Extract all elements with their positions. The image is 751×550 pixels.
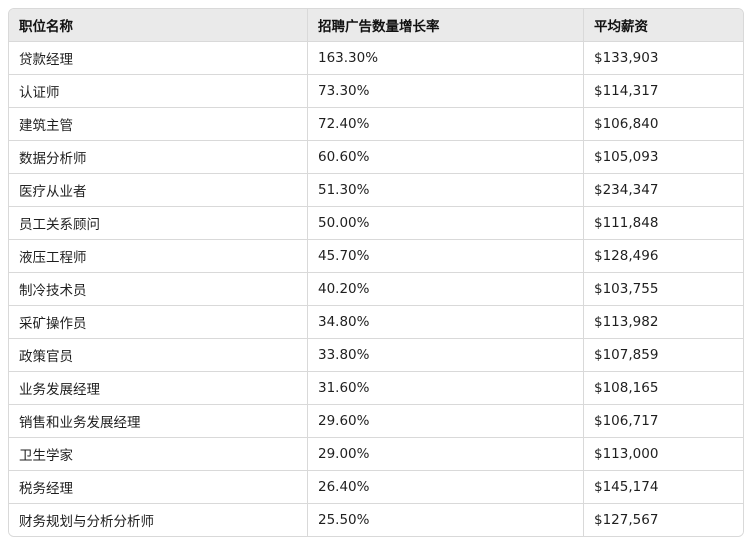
- salary-cell: $113,000: [584, 438, 743, 471]
- job-title-cell: 采矿操作员: [9, 306, 308, 339]
- salary-cell: $103,755: [584, 273, 743, 306]
- job-title-cell: 制冷技术员: [9, 273, 308, 306]
- growth-rate-cell: 50.00%: [308, 207, 584, 240]
- header-average-salary: 平均薪资: [584, 9, 743, 42]
- growth-rate-cell: 60.60%: [308, 141, 584, 174]
- table-row: 制冷技术员 40.20% $103,755: [9, 273, 743, 306]
- job-title-cell: 员工关系顾问: [9, 207, 308, 240]
- table-container: 职位名称 招聘广告数量增长率 平均薪资 贷款经理 163.30% $133,90…: [8, 8, 744, 537]
- job-title-cell: 建筑主管: [9, 108, 308, 141]
- table-row: 业务发展经理 31.60% $108,165: [9, 372, 743, 405]
- salary-cell: $107,859: [584, 339, 743, 372]
- job-title-cell: 贷款经理: [9, 42, 308, 75]
- salary-cell: $133,903: [584, 42, 743, 75]
- table-row: 财务规划与分析分析师 25.50% $127,567: [9, 504, 743, 536]
- salary-cell: $145,174: [584, 471, 743, 504]
- growth-rate-cell: 45.70%: [308, 240, 584, 273]
- table-row: 采矿操作员 34.80% $113,982: [9, 306, 743, 339]
- salary-cell: $113,982: [584, 306, 743, 339]
- growth-rate-cell: 34.80%: [308, 306, 584, 339]
- table-row: 认证师 73.30% $114,317: [9, 75, 743, 108]
- header-job-title: 职位名称: [9, 9, 308, 42]
- job-title-cell: 液压工程师: [9, 240, 308, 273]
- table-row: 税务经理 26.40% $145,174: [9, 471, 743, 504]
- table-row: 销售和业务发展经理 29.60% $106,717: [9, 405, 743, 438]
- header-row: 职位名称 招聘广告数量增长率 平均薪资: [9, 9, 743, 42]
- growth-rate-cell: 29.00%: [308, 438, 584, 471]
- growth-rate-cell: 33.80%: [308, 339, 584, 372]
- table-row: 卫生学家 29.00% $113,000: [9, 438, 743, 471]
- growth-rate-cell: 31.60%: [308, 372, 584, 405]
- table-row: 贷款经理 163.30% $133,903: [9, 42, 743, 75]
- job-title-cell: 数据分析师: [9, 141, 308, 174]
- salary-cell: $108,165: [584, 372, 743, 405]
- table-row: 建筑主管 72.40% $106,840: [9, 108, 743, 141]
- table-header: 职位名称 招聘广告数量增长率 平均薪资: [9, 9, 743, 42]
- table-row: 政策官员 33.80% $107,859: [9, 339, 743, 372]
- job-title-cell: 卫生学家: [9, 438, 308, 471]
- salary-cell: $127,567: [584, 504, 743, 536]
- table-body: 贷款经理 163.30% $133,903 认证师 73.30% $114,31…: [9, 42, 743, 536]
- job-title-cell: 政策官员: [9, 339, 308, 372]
- salary-cell: $111,848: [584, 207, 743, 240]
- job-title-cell: 销售和业务发展经理: [9, 405, 308, 438]
- salary-cell: $128,496: [584, 240, 743, 273]
- job-title-cell: 财务规划与分析分析师: [9, 504, 308, 536]
- job-title-cell: 认证师: [9, 75, 308, 108]
- job-growth-table: 职位名称 招聘广告数量增长率 平均薪资 贷款经理 163.30% $133,90…: [8, 8, 744, 537]
- growth-rate-cell: 26.40%: [308, 471, 584, 504]
- growth-rate-cell: 163.30%: [308, 42, 584, 75]
- growth-rate-cell: 25.50%: [308, 504, 584, 536]
- job-title-cell: 业务发展经理: [9, 372, 308, 405]
- job-title-cell: 税务经理: [9, 471, 308, 504]
- growth-rate-cell: 29.60%: [308, 405, 584, 438]
- growth-rate-cell: 40.20%: [308, 273, 584, 306]
- table-row: 数据分析师 60.60% $105,093: [9, 141, 743, 174]
- table-row: 医疗从业者 51.30% $234,347: [9, 174, 743, 207]
- header-ad-growth-rate: 招聘广告数量增长率: [308, 9, 584, 42]
- table-row: 液压工程师 45.70% $128,496: [9, 240, 743, 273]
- salary-cell: $234,347: [584, 174, 743, 207]
- salary-cell: $106,840: [584, 108, 743, 141]
- growth-rate-cell: 73.30%: [308, 75, 584, 108]
- growth-rate-cell: 51.30%: [308, 174, 584, 207]
- salary-cell: $105,093: [584, 141, 743, 174]
- salary-cell: $106,717: [584, 405, 743, 438]
- table-row: 员工关系顾问 50.00% $111,848: [9, 207, 743, 240]
- salary-cell: $114,317: [584, 75, 743, 108]
- job-title-cell: 医疗从业者: [9, 174, 308, 207]
- growth-rate-cell: 72.40%: [308, 108, 584, 141]
